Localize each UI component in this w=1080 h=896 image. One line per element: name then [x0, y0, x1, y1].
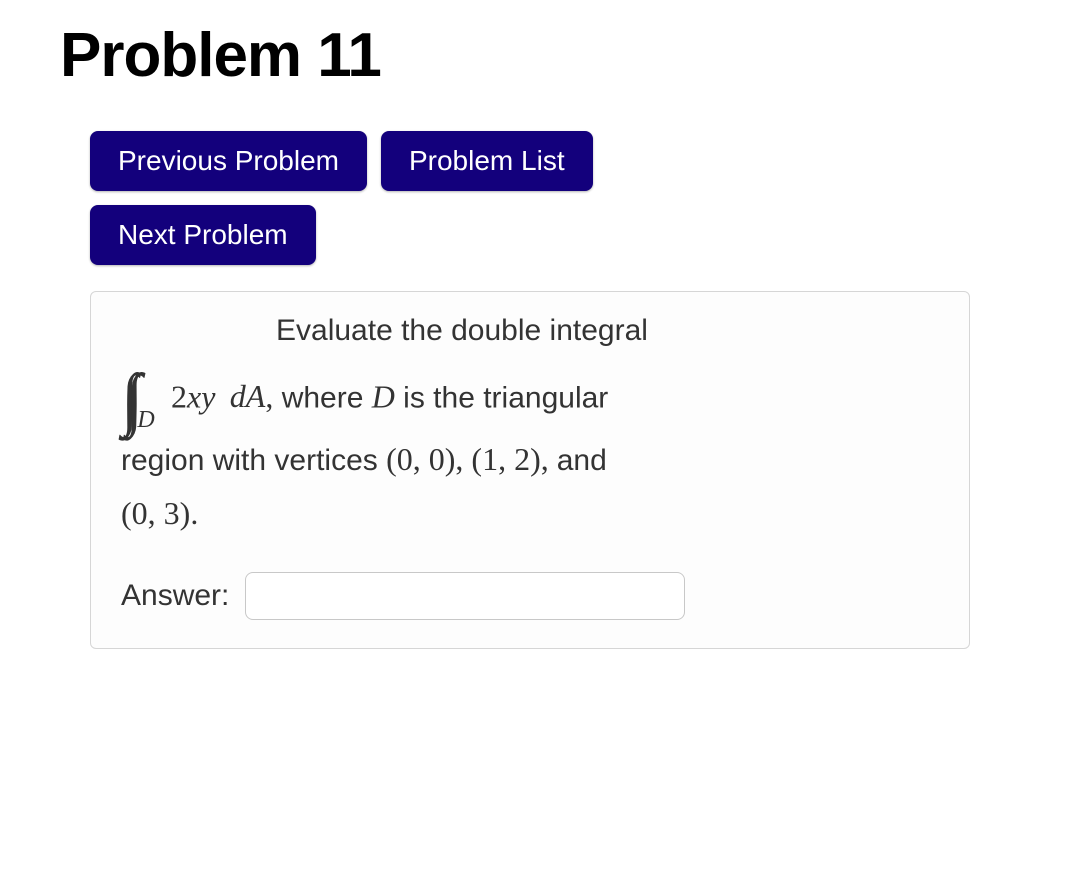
vertex-3: (0, 3) — [121, 495, 190, 531]
vertices-line: region with vertices (0, 0), (1, 2), and — [121, 435, 939, 485]
next-problem-button[interactable]: Next Problem — [90, 205, 316, 265]
period: . — [190, 495, 198, 531]
integral-region-subscript: D — [137, 402, 154, 439]
vertex-2: (1, 2) — [471, 441, 540, 477]
sep-1: , — [455, 441, 471, 477]
integrand-variables: xy — [187, 378, 215, 414]
differential: dA — [230, 378, 266, 414]
nav-button-row: Previous Problem Problem List — [60, 131, 1020, 191]
integral-expression-line: ∫∫ D 2xy dA, where D is the triangular — [121, 368, 939, 431]
answer-row: Answer: — [121, 572, 939, 620]
comma: , — [265, 378, 273, 414]
previous-problem-button[interactable]: Previous Problem — [90, 131, 367, 191]
vertices-line-2: (0, 3). — [121, 489, 939, 539]
and-text: and — [557, 444, 607, 477]
integrand-coefficient: 2 — [171, 378, 187, 414]
double-integral-symbol: ∫∫ D — [121, 368, 159, 431]
sep-2: , — [541, 441, 557, 477]
nav-button-row-2: Next Problem — [60, 205, 1020, 265]
where-text: where — [282, 381, 372, 414]
answer-input[interactable] — [245, 572, 685, 620]
region-with-vertices-text: region with vertices — [121, 444, 386, 477]
problem-intro-text: Evaluate the double integral — [121, 314, 939, 348]
answer-label: Answer: — [121, 579, 229, 613]
vertex-1: (0, 0) — [386, 441, 455, 477]
is-triangular-text: is the triangular — [395, 381, 608, 414]
region-variable: D — [372, 378, 395, 414]
page-title: Problem 11 — [60, 20, 1020, 91]
problem-list-button[interactable]: Problem List — [381, 131, 593, 191]
problem-statement-box: Evaluate the double integral ∫∫ D 2xy dA… — [90, 291, 970, 649]
